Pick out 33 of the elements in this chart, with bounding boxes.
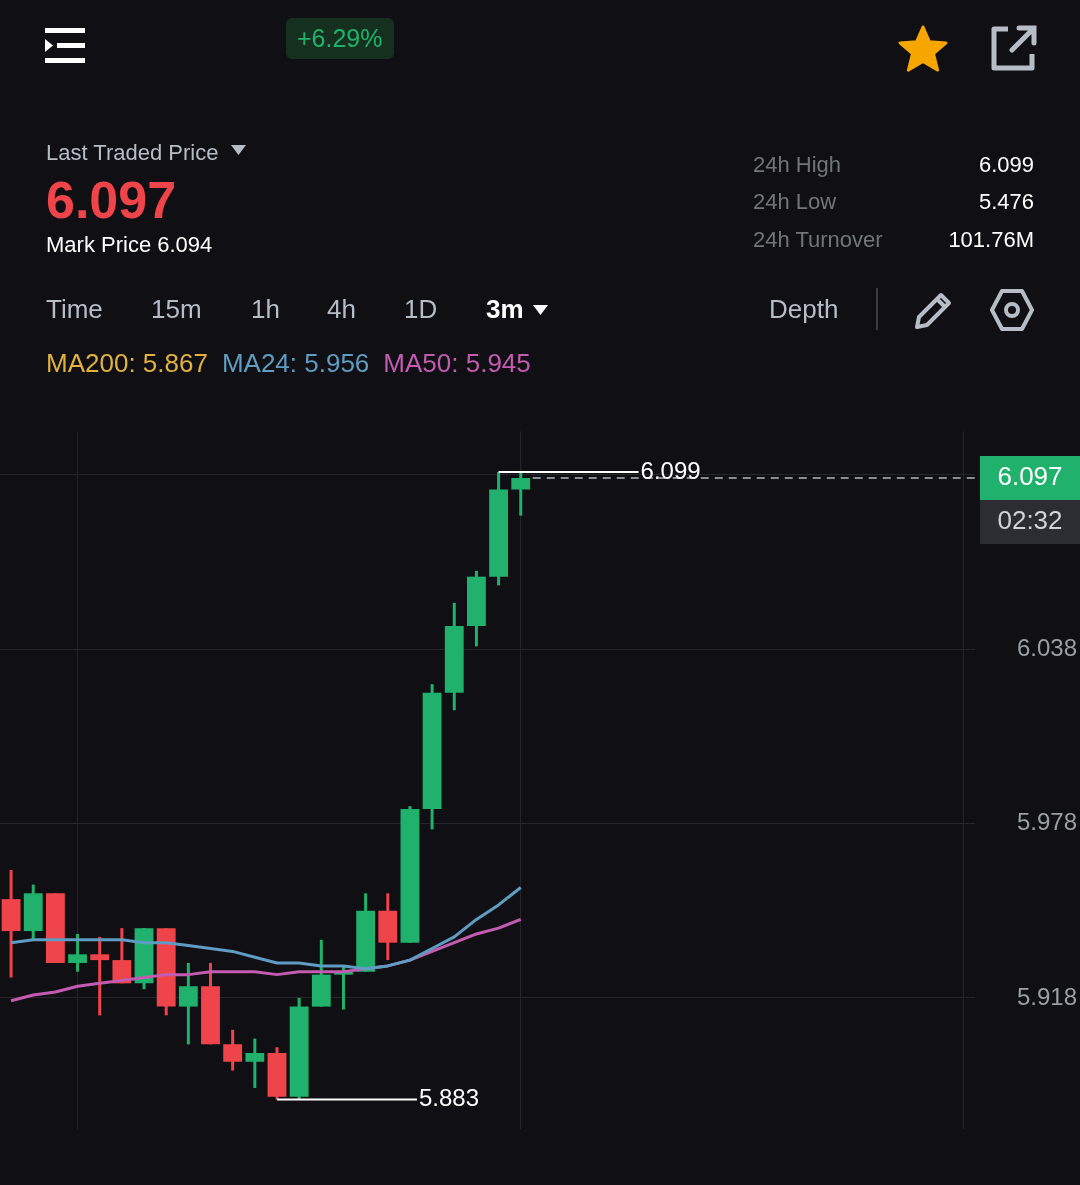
text: 101.76M — [948, 227, 1034, 252]
text: 24h Turnover — [753, 227, 883, 252]
candlestick — [245, 1038, 265, 1088]
text: 1D — [404, 294, 438, 324]
text: 1h — [251, 294, 280, 324]
y-tick-label: 5.918 — [1017, 982, 1078, 1010]
y-tick-label: 5.978 — [1017, 808, 1078, 836]
text: Time — [46, 294, 103, 324]
text: Last Traded Price — [46, 140, 219, 165]
text: 6.099 — [978, 152, 1034, 177]
text: 02:32 — [997, 505, 1063, 536]
candlestick — [223, 1028, 243, 1071]
candlestick — [68, 933, 87, 972]
text: 5.476 — [978, 189, 1034, 214]
text: 24h Low — [753, 189, 837, 214]
text: MA24: 5.956 — [221, 348, 370, 378]
text: 6.097 — [46, 171, 177, 229]
annotation: 6.099 — [640, 456, 701, 484]
text: Mark Price 6.094 — [46, 232, 213, 257]
ref-line-label: 6.097 — [997, 461, 1063, 492]
candlestick — [90, 935, 110, 1016]
candlestick — [511, 472, 531, 516]
text: MA200: 5.867 — [46, 348, 208, 378]
text: 24h High — [753, 152, 842, 177]
text: MA50: 5.945 — [383, 348, 531, 378]
text: 15m — [151, 294, 202, 324]
text: Depth — [769, 294, 839, 324]
text: +6.29% — [286, 18, 394, 59]
annotation: 5.883 — [418, 1084, 480, 1112]
candlestick — [178, 963, 198, 1045]
text: 3m — [486, 294, 524, 324]
y-tick-label: 6.038 — [1017, 633, 1078, 661]
text: 4h — [327, 294, 356, 324]
